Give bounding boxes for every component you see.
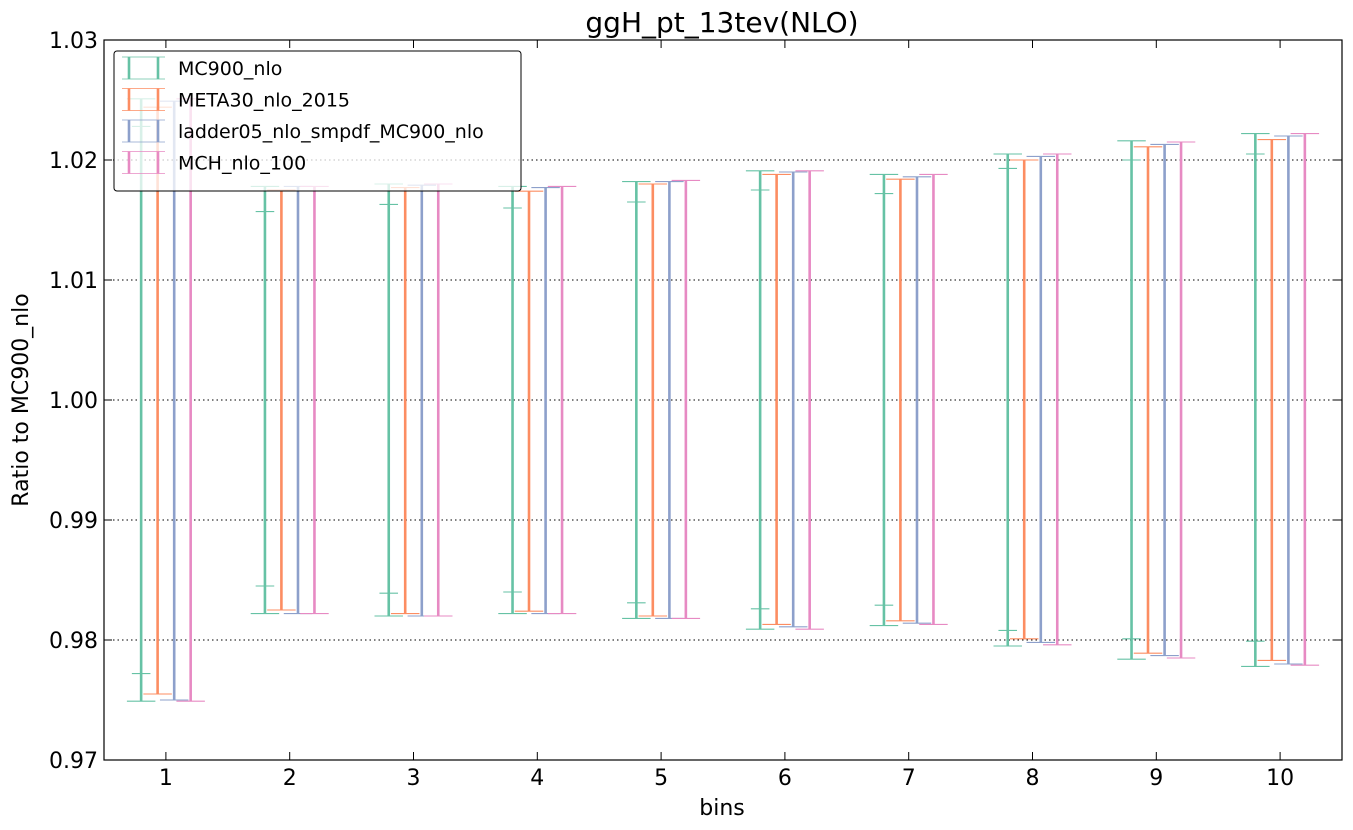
x-tick-label: 5 xyxy=(654,766,668,791)
x-tick-label: 6 xyxy=(778,766,792,791)
legend-box xyxy=(113,50,522,192)
legend-label: ladder05_nlo_smpdf_MC900_nlo xyxy=(178,121,484,143)
y-tick-label: 0.98 xyxy=(49,629,98,654)
x-tick-label: 1 xyxy=(159,766,173,791)
x-tick-label: 3 xyxy=(407,766,421,791)
grid-lines xyxy=(104,159,1342,641)
chart-title: ggH_pt_13tev(NLO) xyxy=(585,6,858,39)
y-tick-label: 0.99 xyxy=(49,509,98,534)
x-tick-label: 4 xyxy=(530,766,544,791)
error-bars xyxy=(126,98,1320,702)
legend: MC900_nlo META30_nlo_2015 ladder05_nlo_smp… xyxy=(113,50,522,192)
x-tick-label: 9 xyxy=(1149,766,1163,791)
x-tick-label: 8 xyxy=(1026,766,1040,791)
y-tick-label: 1.01 xyxy=(49,269,98,294)
y-axis-label: Ratio to MC900_nlo xyxy=(9,293,34,506)
legend-item: MC900_nlo xyxy=(122,56,282,80)
x-axis-label: bins xyxy=(699,796,744,821)
y-tick-label: 1.02 xyxy=(49,149,98,174)
x-tick-label: 10 xyxy=(1266,766,1294,791)
y-tick-label: 1.00 xyxy=(49,389,98,414)
legend-label: MC900_nlo xyxy=(178,58,282,80)
x-tick-label: 7 xyxy=(902,766,916,791)
legend-item: META30_nlo_2015 xyxy=(122,88,350,112)
y-tick-label: 0.97 xyxy=(49,749,98,774)
legend-item: ladder05_nlo_smpdf_MC900_nlo xyxy=(122,119,484,143)
axis-ticks: 0.97 0.98 0.99 1.00 1.01 1.02 1.03 1 2 3 4 5 6 7 8 9 10 xyxy=(49,29,1342,791)
legend-item: MCH_nlo_100 xyxy=(122,151,306,175)
y-tick-label: 1.03 xyxy=(49,29,98,54)
x-tick-label: 2 xyxy=(283,766,297,791)
legend-label: META30_nlo_2015 xyxy=(178,90,350,112)
legend-label: MCH_nlo_100 xyxy=(178,153,306,175)
